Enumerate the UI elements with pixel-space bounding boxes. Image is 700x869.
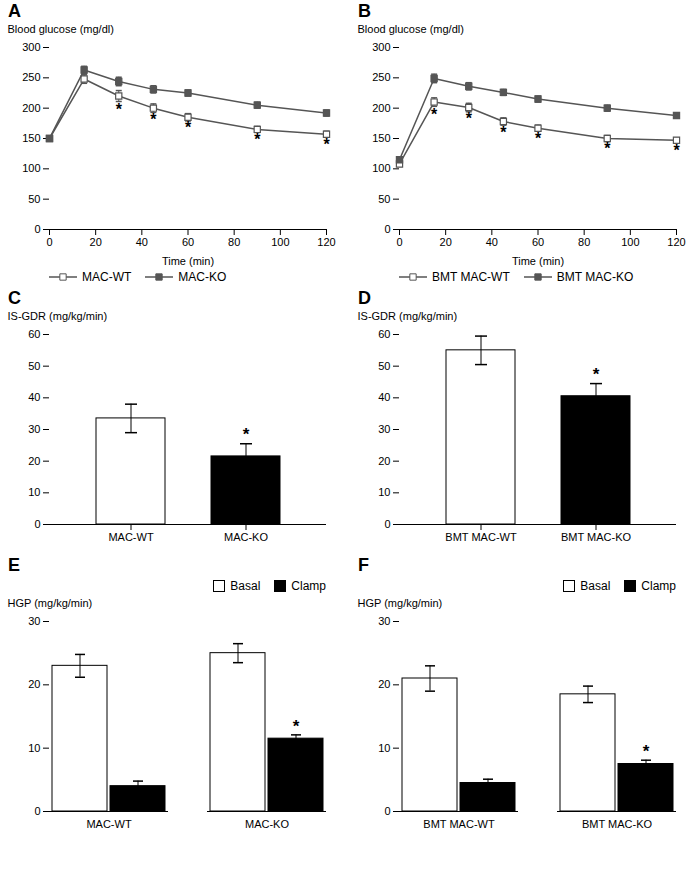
html-text:Basal: Basal: [230, 579, 261, 593]
svg-text:120: 120: [317, 236, 335, 248]
svg-text:*: *: [243, 425, 250, 444]
svg-text:0: 0: [384, 518, 390, 530]
svg-text:40: 40: [378, 391, 390, 403]
svg-text:0: 0: [34, 223, 40, 235]
html-text:MAC-KO: MAC-KO: [178, 270, 227, 284]
svg-text:250: 250: [372, 71, 390, 83]
svg-text:50: 50: [378, 193, 390, 205]
svg-text:50: 50: [378, 360, 390, 372]
svg-text:250: 250: [22, 71, 40, 83]
svg-text:0: 0: [34, 805, 40, 817]
html-text:Clamp: Clamp: [641, 579, 676, 593]
svg-text:0: 0: [34, 518, 40, 530]
svg-text:100: 100: [22, 162, 40, 174]
svg-text:Time (min): Time (min): [512, 255, 564, 267]
svg-text:60: 60: [378, 328, 390, 340]
svg-text:BMT MAC-KO: BMT MAC-KO: [561, 531, 632, 543]
svg-text:20: 20: [28, 678, 40, 690]
html-text:Basal: Basal: [580, 579, 611, 593]
svg-text:IS-GDR (mg/kg/min): IS-GDR (mg/kg/min): [8, 310, 108, 322]
svg-text:*: *: [185, 119, 192, 136]
html-text:E: E: [8, 555, 20, 575]
svg-text:*: *: [150, 111, 157, 128]
html-text:MAC-WT: MAC-WT: [82, 270, 132, 284]
svg-text:MAC-KO: MAC-KO: [224, 531, 268, 543]
svg-text:100: 100: [372, 162, 390, 174]
html-text:D: D: [358, 288, 371, 308]
svg-text:IS-GDR (mg/kg/min): IS-GDR (mg/kg/min): [358, 310, 458, 322]
svg-text:30: 30: [378, 615, 390, 627]
svg-text:200: 200: [22, 102, 40, 114]
svg-text:HGP (mg/kg/min): HGP (mg/kg/min): [358, 597, 443, 609]
svg-text:80: 80: [228, 236, 240, 248]
html-text:BMT MAC-KO: BMT MAC-KO: [556, 270, 634, 284]
html-text:Clamp: Clamp: [291, 579, 326, 593]
svg-text:*: *: [593, 365, 600, 384]
svg-text:20: 20: [90, 236, 102, 248]
svg-text:50: 50: [28, 193, 40, 205]
svg-text:150: 150: [22, 132, 40, 144]
svg-text:40: 40: [136, 236, 148, 248]
svg-text:40: 40: [28, 391, 40, 403]
svg-text:*: *: [466, 110, 473, 127]
svg-text:20: 20: [378, 455, 390, 467]
svg-text:Blood glucose (mg/dl): Blood glucose (mg/dl): [8, 23, 114, 35]
html-text:A: A: [8, 1, 21, 21]
svg-text:10: 10: [378, 486, 390, 498]
svg-text:MAC-WT: MAC-WT: [108, 531, 153, 543]
svg-text:HGP (mg/kg/min): HGP (mg/kg/min): [8, 597, 93, 609]
svg-text:30: 30: [28, 615, 40, 627]
svg-text:80: 80: [578, 236, 590, 248]
svg-text:*: *: [500, 124, 507, 141]
svg-text:Time (min): Time (min): [162, 255, 214, 267]
svg-text:*: *: [535, 130, 542, 147]
svg-text:10: 10: [28, 742, 40, 754]
svg-text:60: 60: [532, 236, 544, 248]
svg-text:*: *: [254, 131, 261, 148]
svg-text:0: 0: [396, 236, 402, 248]
svg-text:30: 30: [28, 423, 40, 435]
svg-text:120: 120: [667, 236, 685, 248]
svg-text:20: 20: [28, 455, 40, 467]
svg-text:MAC-KO: MAC-KO: [245, 818, 289, 830]
svg-text:150: 150: [372, 132, 390, 144]
svg-text:200: 200: [372, 102, 390, 114]
svg-text:BMT MAC-WT: BMT MAC-WT: [445, 531, 517, 543]
svg-text:20: 20: [440, 236, 452, 248]
svg-text:100: 100: [271, 236, 289, 248]
svg-text:100: 100: [621, 236, 639, 248]
svg-text:0: 0: [46, 236, 52, 248]
svg-text:*: *: [673, 142, 680, 159]
svg-text:50: 50: [28, 360, 40, 372]
svg-text:0: 0: [384, 805, 390, 817]
svg-text:*: *: [604, 140, 611, 157]
svg-text:*: *: [431, 106, 438, 123]
svg-text:10: 10: [28, 486, 40, 498]
svg-text:20: 20: [378, 678, 390, 690]
svg-text:60: 60: [28, 328, 40, 340]
svg-text:*: *: [116, 101, 123, 118]
svg-text:60: 60: [182, 236, 194, 248]
svg-text:40: 40: [486, 236, 498, 248]
svg-text:300: 300: [22, 41, 40, 53]
svg-text:0: 0: [384, 223, 390, 235]
svg-text:30: 30: [378, 423, 390, 435]
svg-text:MAC-WT: MAC-WT: [86, 818, 131, 830]
html-text:C: C: [8, 288, 21, 308]
svg-text:*: *: [643, 742, 650, 761]
svg-text:BMT MAC-WT: BMT MAC-WT: [423, 818, 495, 830]
svg-text:10: 10: [378, 742, 390, 754]
html-text:BMT MAC-WT: BMT MAC-WT: [432, 270, 510, 284]
html-text:B: B: [358, 1, 371, 21]
html-text:F: F: [358, 555, 369, 575]
svg-text:Blood glucose (mg/dl): Blood glucose (mg/dl): [358, 23, 464, 35]
svg-text:300: 300: [372, 41, 390, 53]
svg-text:*: *: [293, 717, 300, 736]
svg-text:BMT MAC-KO: BMT MAC-KO: [582, 818, 653, 830]
svg-text:*: *: [323, 136, 330, 153]
